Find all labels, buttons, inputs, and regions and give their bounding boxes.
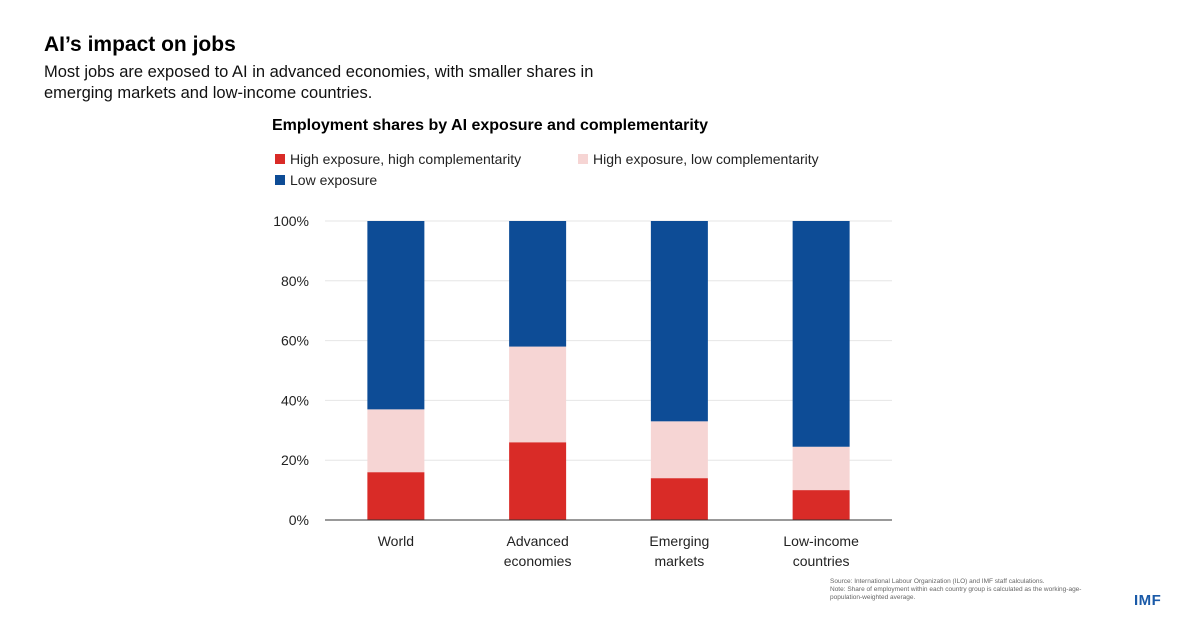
bar-segment [509,442,567,520]
y-tick-label: 100% [273,213,309,229]
legend-item-high-low: High exposure, low complementarity [578,151,819,167]
x-tick-label: economies [504,553,572,569]
legend-item-high-high: High exposure, high complementarity [275,151,521,167]
x-tick-label: World [378,533,414,549]
imf-logo: IMF [1134,592,1162,609]
legend-item-low: Low exposure [275,172,377,188]
legend-label-low: Low exposure [290,172,378,188]
bar-segment [792,446,850,491]
page-subtitle: Most jobs are exposed to AI in advanced … [44,63,594,102]
bar-segment [792,221,850,447]
bar-segment [367,472,425,520]
bar-segment [509,221,567,347]
x-tick-label: countries [793,553,850,569]
bar-segment [792,490,850,520]
legend-swatch-high-low [578,154,588,164]
legend-swatch-high-high [275,154,285,164]
chart-title: Employment shares by AI exposure and com… [272,117,708,134]
x-tick-label: Emerging [649,533,709,549]
page-headline: AI’s impact on jobs [44,33,236,56]
bar-segment [367,409,425,473]
bar-segment [650,478,708,520]
y-tick-label: 20% [281,452,309,468]
legend-label-high-high: High exposure, high complementarity [290,151,522,167]
x-tick-label: Advanced [506,533,568,549]
y-tick-label: 80% [281,273,309,289]
y-tick-label: 40% [281,392,309,408]
bar-segment [367,221,425,410]
bar-segment [650,421,708,479]
x-tick-label: markets [654,553,704,569]
legend-swatch-low [275,175,285,185]
y-tick-label: 0% [289,512,309,528]
source-note: Source: International Labour Organizatio… [830,578,1045,585]
x-tick-label: Low-income [783,533,859,549]
y-tick-label: 60% [281,333,309,349]
methodology-note: Note: Share of employment within each co… [830,586,1082,601]
legend-label-high-low: High exposure, low complementarity [593,151,819,167]
bar-segment [509,346,567,443]
bar-segment [650,221,708,422]
chart-footnote: Source: International Labour Organizatio… [830,578,1100,602]
